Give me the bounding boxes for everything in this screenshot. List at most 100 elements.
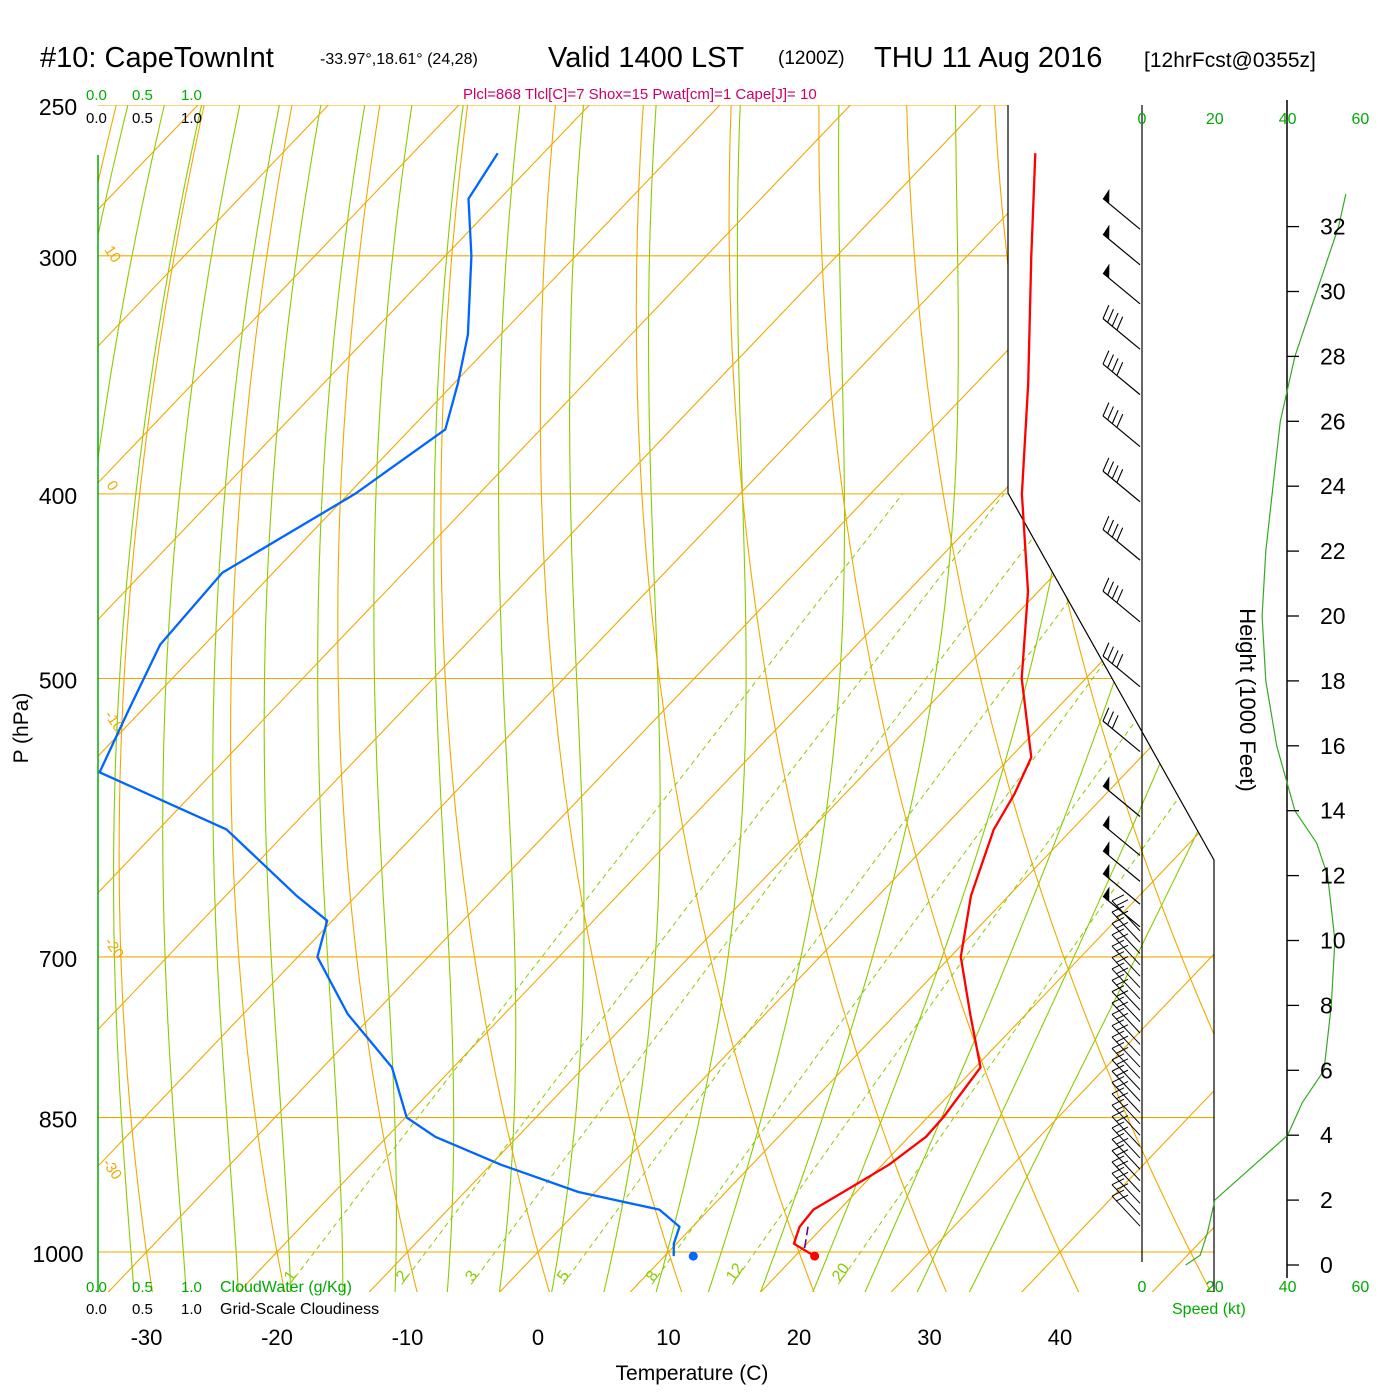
wind-barb (1111, 996, 1141, 1034)
wind-barb-feather (1111, 1030, 1125, 1038)
height-tick-label: 16 (1320, 733, 1346, 759)
dewpoint-line (98, 152, 681, 1257)
wind-barb-feather (1111, 1076, 1125, 1083)
isotherm-line (238, 105, 1214, 1292)
bottom-cloudiness-tick-1: 0.5 (132, 1301, 153, 1318)
dry-adiabat-line (635, 105, 815, 1292)
wind-barb-staff (1102, 590, 1141, 623)
zulu-time: (1200Z) (778, 48, 845, 69)
temperature-tick-label: 20 (787, 1325, 811, 1350)
wind-barb-feather (1111, 996, 1125, 1004)
wind-barb (1111, 951, 1141, 988)
height-tick-label: 4 (1320, 1122, 1333, 1148)
isotherm-label: 10 (1038, 503, 1074, 539)
wind-barb-feather (1115, 978, 1129, 986)
wind-barb-feather (1115, 1194, 1129, 1202)
speed-tick-label-top: 20 (1206, 111, 1224, 128)
height-tick-label: 24 (1320, 473, 1346, 499)
wind-barb (1111, 1030, 1141, 1068)
wind-barb-feather (1115, 1115, 1129, 1123)
isotherm-label: -20 (101, 935, 127, 963)
mixing-ratio-line (651, 493, 1214, 1285)
wind-barb-feather (1115, 1126, 1129, 1134)
wind-barb-feather (1111, 1087, 1125, 1095)
wind-barb-feather (1102, 642, 1110, 657)
wind-barb (1111, 985, 1141, 1022)
wind-barb-feather (1115, 1035, 1129, 1043)
wind-barb-staff (1102, 720, 1141, 753)
bottom-cloudwater-tick-2: 1.0 (181, 1279, 202, 1296)
isotherm-line (107, 105, 1214, 1292)
pressure-tick-label: 400 (39, 483, 77, 509)
wind-barb-feather (1111, 905, 1125, 913)
wind-barb (1111, 973, 1141, 1011)
wind-barb-feather (1111, 1144, 1125, 1152)
pressure-tick-label: 700 (39, 946, 77, 972)
wind-barb-feather (1115, 1069, 1129, 1077)
wind-barb-feather (1107, 711, 1114, 726)
moist-adiabats (98, 105, 1214, 1292)
plot-frame (97, 100, 1288, 1292)
wind-barb (1111, 1041, 1141, 1079)
isotherm-line (98, 105, 737, 1292)
moist-adiabat-line (968, 105, 1214, 1292)
wind-barb-feather (1111, 951, 1125, 958)
wind-barb (1102, 224, 1141, 266)
wind-barb-staff (1102, 363, 1141, 396)
height-tick-label: 30 (1320, 279, 1346, 305)
top-cloudiness-tick-1: 0.5 (132, 110, 153, 127)
wind-barb-feather (1102, 305, 1110, 319)
wind-barb-flag (1103, 815, 1110, 830)
wind-barb-feather (1107, 646, 1114, 661)
wind-barb-feather (1111, 1110, 1125, 1118)
dry-adiabat-line (1167, 105, 1214, 1292)
wind-barb-feather (1115, 1171, 1129, 1179)
dry-adiabat-line (230, 105, 296, 1292)
isotherm-label: 10 (101, 243, 124, 266)
temperature-line (792, 153, 1037, 1258)
wind-barb (1111, 1087, 1141, 1125)
wind-barb (1111, 1064, 1141, 1102)
wind-barb-feather (1115, 967, 1129, 975)
height-tick-label: 26 (1320, 408, 1346, 434)
bottom-cloudiness-tick-2: 1.0 (181, 1301, 202, 1318)
wind-barb (1111, 1053, 1141, 1091)
moist-adiabat-line (707, 105, 846, 1292)
height-tick-label: 28 (1320, 343, 1346, 369)
stability-indices: Plcl=868 Tlcl[C]=7 Shox=15 Pwat[cm]=1 Ca… (463, 86, 817, 103)
height-tick-label: 32 (1320, 214, 1346, 240)
speed-tick-label-top: 0 (1138, 111, 1147, 128)
wind-barb (1111, 1019, 1141, 1057)
wind-barb-feather (1115, 1160, 1129, 1168)
wind-barb-feather (1111, 973, 1125, 981)
height-tick-label: 10 (1320, 928, 1346, 954)
wind-barb-staff (1102, 529, 1141, 561)
wind-barb (1111, 939, 1141, 977)
speed-axis-label: Speed (kt) (1172, 1301, 1246, 1318)
wind-barb-feather (1102, 707, 1110, 722)
wind-barb-feather (1111, 1178, 1125, 1186)
wind-barb-feather (1115, 1058, 1129, 1066)
wind-barb-feather (1111, 1189, 1125, 1197)
pressure-tick-label: 250 (39, 94, 77, 120)
wind-barb (1111, 1189, 1141, 1227)
wind-barb-feather (1116, 413, 1124, 428)
wind-barb-staff (1102, 415, 1141, 448)
valid-date: THU 11 Aug 2016 (874, 42, 1102, 74)
wind-barb-feather (1107, 461, 1114, 476)
wind-barb-feather (1111, 928, 1125, 936)
wind-barb-feather (1111, 1007, 1125, 1015)
wind-barb-feather (1111, 312, 1119, 327)
top-cloudwater-tick-2: 1.0 (181, 87, 202, 104)
wind-barb (1111, 917, 1141, 954)
wind-barb (1102, 457, 1141, 503)
wind-barb-feather (1111, 1166, 1125, 1174)
height-tick-label: 2 (1320, 1187, 1333, 1213)
wind-barb-feather (1115, 956, 1129, 963)
height-tick-label: 14 (1320, 798, 1346, 824)
top-cloudiness-tick-2: 1.0 (181, 110, 202, 127)
moist-adiabat-line (603, 105, 661, 1292)
moist-adiabat-line (317, 105, 369, 1292)
forecast-info: [12hrFcst@0355z] (1144, 49, 1316, 72)
